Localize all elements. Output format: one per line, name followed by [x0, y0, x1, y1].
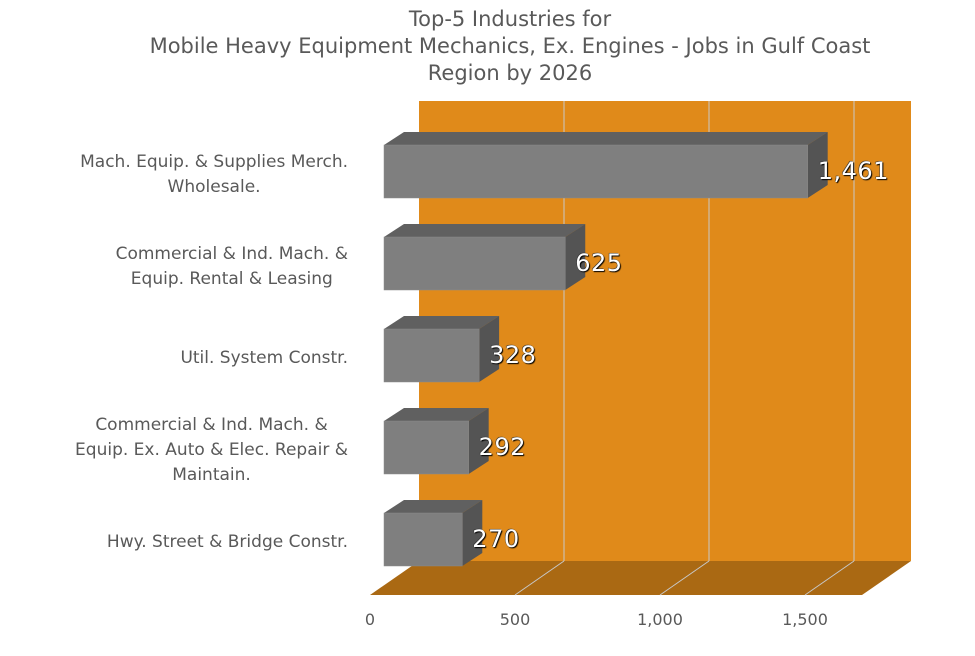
- bar-front-face: [383, 144, 808, 199]
- x-tick-label: 1,000: [637, 610, 683, 629]
- gridline-floor: [659, 560, 710, 596]
- gridline-floor: [804, 560, 855, 596]
- data-label: 625: [575, 249, 623, 277]
- bar-top-face: [384, 408, 489, 421]
- data-label: 270: [472, 525, 520, 553]
- bar-side-face: [479, 316, 500, 382]
- x-tick-label: 1,500: [782, 610, 828, 629]
- category-label-line: Mach. Equip. & Supplies Merch.: [80, 151, 348, 172]
- chart-title: Top-5 Industries for Mobile Heavy Equipm…: [60, 6, 960, 87]
- data-label: 328: [489, 341, 537, 369]
- data-label: 1,461: [817, 157, 889, 185]
- category-label-line: Commercial & Ind. Mach. &: [95, 415, 328, 435]
- bar-top-face: [384, 500, 483, 513]
- bar-side-face: [807, 132, 828, 198]
- bar-side-face: [468, 408, 489, 474]
- bar-top-face: [384, 224, 586, 237]
- category-label-line: Wholesale.: [167, 176, 261, 197]
- category-label: Util. System Constr.: [180, 346, 348, 371]
- category-label-line: Util. System Constr.: [180, 348, 348, 368]
- data-label: 292: [478, 433, 526, 461]
- category-label-line: Equip. Rental & Leasing: [130, 268, 333, 289]
- category-label: Commercial & Ind. Mach. & Equip. Rental &…: [116, 242, 348, 292]
- category-label: Commercial & Ind. Mach. & Equip. Ex. Auto…: [75, 413, 348, 488]
- bar-side-face: [462, 500, 483, 566]
- bar-top-face: [384, 316, 500, 329]
- bar-side-face: [565, 224, 586, 290]
- x-tick-label: 0: [364, 610, 376, 629]
- chart-title-line-3: Region by 2026: [427, 61, 593, 85]
- gridline-floor: [514, 560, 565, 596]
- bar-front-face: [383, 512, 463, 567]
- category-label-line: Equip. Ex. Auto & Elec. Repair &: [75, 440, 348, 460]
- bar-front-face: [383, 420, 469, 475]
- category-label-line: Maintain.: [172, 465, 251, 485]
- bar-front-face: [383, 328, 480, 383]
- chart-title-line-2: Mobile Heavy Equipment Mechanics, Ex. En…: [149, 34, 871, 58]
- x-tick-label: 500: [499, 610, 531, 629]
- bar-front-face: [383, 236, 566, 291]
- category-label-line: Commercial & Ind. Mach. &: [115, 243, 348, 264]
- bar-top-face: [384, 132, 828, 145]
- category-label: Hwy. Street & Bridge Constr.: [107, 530, 348, 555]
- category-label: Mach. Equip. & Supplies Merch. Wholesale.: [80, 150, 348, 200]
- category-label-line: Hwy. Street & Bridge Constr.: [106, 532, 348, 552]
- floor: [370, 561, 911, 595]
- chart-title-line-1: Top-5 Industries for: [408, 7, 612, 31]
